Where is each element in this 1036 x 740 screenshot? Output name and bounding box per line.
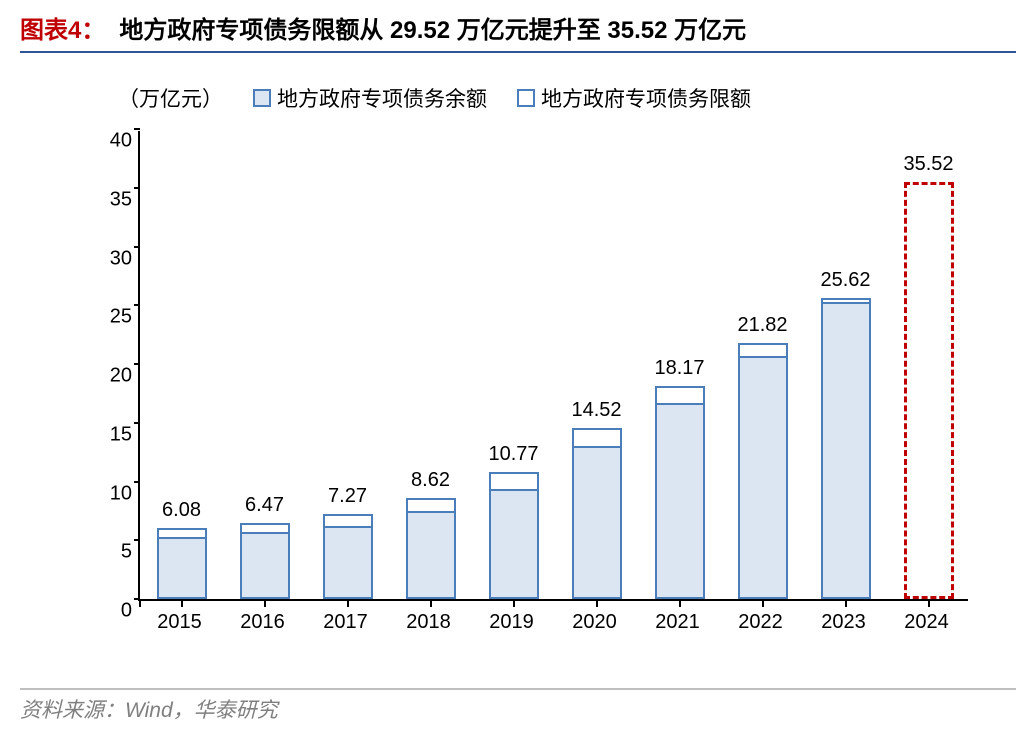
y-tick-mark [134, 187, 140, 189]
bar-value-label: 14.52 [547, 399, 647, 422]
source-row: 资料来源：Wind，华泰研究 [20, 688, 1016, 724]
bar-balance [406, 511, 456, 599]
title-row: 图表4： 地方政府专项债务限额从 29.52 万亿元提升至 35.52 万亿元 [20, 10, 1016, 53]
highlight-bar [904, 182, 954, 599]
x-axis-label: 2021 [655, 611, 700, 634]
y-axis-unit: （万亿元） [118, 83, 223, 113]
x-axis-label: 2022 [738, 611, 783, 634]
figure-container: 图表4： 地方政府专项债务限额从 29.52 万亿元提升至 35.52 万亿元 … [0, 0, 1036, 740]
bar-value-label: 35.52 [879, 153, 979, 176]
y-tick-label: 20 [90, 365, 132, 388]
bar-balance [489, 489, 539, 599]
chart-area: （万亿元） 地方政府专项债务余额 地方政府专项债务限额 0 5 10 15 20 25 30… [48, 83, 988, 643]
bar-value-label: 10.77 [464, 443, 564, 466]
bar-value-label: 25.62 [796, 269, 896, 292]
y-tick-mark [134, 481, 140, 483]
x-axis-label: 2023 [821, 611, 866, 634]
bar-value-label: 8.62 [381, 469, 481, 492]
bar-balance [655, 403, 705, 599]
legend-label-limit: 地方政府专项债务限额 [541, 83, 751, 113]
bar-balance [738, 356, 788, 599]
x-axis-label: 2018 [406, 611, 451, 634]
bar-balance [821, 302, 871, 599]
legend-item-balance: 地方政府专项债务余额 [253, 83, 487, 113]
x-axis-label: 2015 [157, 611, 202, 634]
title-text: 地方政府专项债务限额从 29.52 万亿元提升至 35.52 万亿元 [119, 10, 746, 45]
y-tick-mark [134, 598, 140, 600]
y-tick-label: 35 [90, 188, 132, 211]
title-prefix: 图表4： [20, 10, 105, 45]
y-tick-mark [134, 304, 140, 306]
x-axis-label: 2024 [904, 611, 949, 634]
x-axis-label: 2019 [489, 611, 534, 634]
x-axis-label: 2020 [572, 611, 617, 634]
y-tick-mark [134, 128, 140, 130]
y-tick-label: 15 [90, 423, 132, 446]
y-tick-mark [134, 246, 140, 248]
legend-label-balance: 地方政府专项债务余额 [277, 83, 487, 113]
plot-area: 05101520253035406.086.477.278.6210.7714.… [138, 131, 968, 601]
y-tick-label: 10 [90, 482, 132, 505]
legend-swatch-balance [253, 89, 271, 107]
y-tick-mark [134, 422, 140, 424]
bar-value-label: 21.82 [713, 314, 813, 337]
y-tick-label: 5 [90, 541, 132, 564]
y-tick-mark [134, 539, 140, 541]
y-tick-mark [134, 363, 140, 365]
bar-balance [572, 446, 622, 599]
x-axis-labels: 2015 2016 2017 2018 2019 2020 2021 2022 2023 2024 [138, 607, 968, 637]
bar-balance [157, 537, 207, 599]
y-tick-label: 30 [90, 247, 132, 270]
bar-balance [240, 532, 290, 599]
source-text: 资料来源：Wind，华泰研究 [20, 699, 278, 722]
y-tick-label: 0 [90, 600, 132, 623]
legend: （万亿元） 地方政府专项债务余额 地方政府专项债务限额 [118, 83, 751, 113]
legend-item-limit: 地方政府专项债务限额 [517, 83, 751, 113]
x-axis-label: 2016 [240, 611, 285, 634]
bar-balance [323, 526, 373, 599]
legend-swatch-limit [517, 89, 535, 107]
x-axis-label: 2017 [323, 611, 368, 634]
bar-value-label: 18.17 [630, 357, 730, 380]
y-tick-label: 40 [90, 130, 132, 153]
y-tick-label: 25 [90, 306, 132, 329]
